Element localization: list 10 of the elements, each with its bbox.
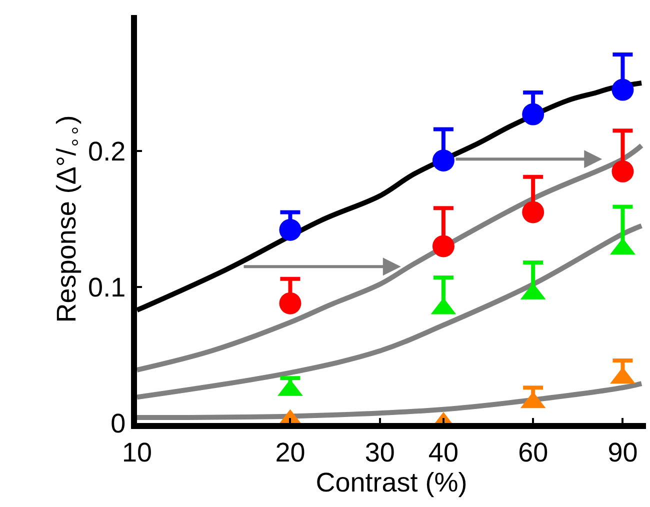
x-tick-label: 30 — [364, 437, 395, 468]
x-tick-label: 90 — [608, 437, 638, 468]
x-tick-label: 40 — [428, 437, 458, 468]
x-tick-label: 60 — [518, 437, 548, 468]
y-tick-label: 0.1 — [88, 272, 126, 302]
x-tick-label: 20 — [275, 437, 306, 468]
y-tick-label: 0.2 — [88, 136, 126, 166]
y-tick-label: 0 — [110, 408, 126, 438]
x-tick-label: 10 — [122, 437, 152, 468]
x-axis-title: Contrast (%) — [316, 467, 468, 498]
